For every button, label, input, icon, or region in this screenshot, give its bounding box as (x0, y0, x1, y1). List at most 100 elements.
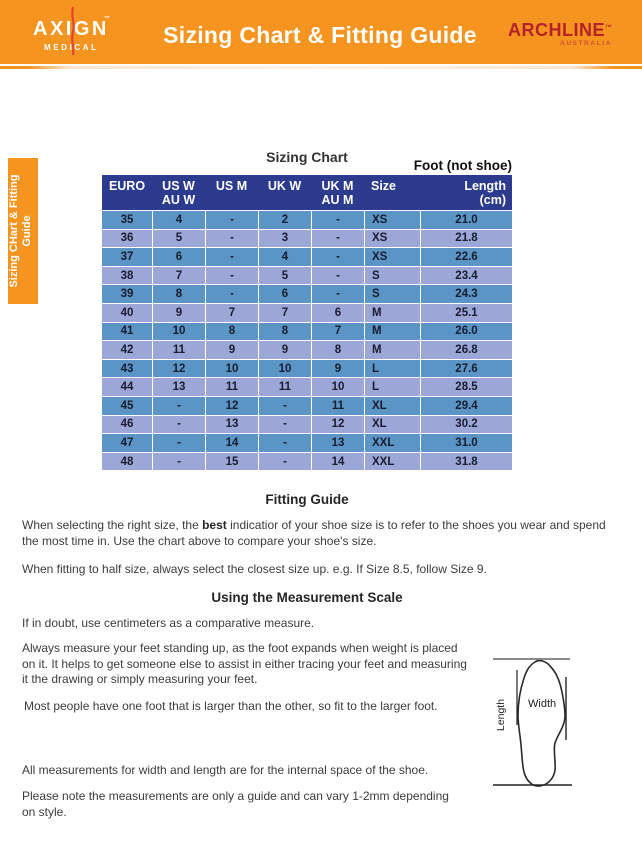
table-cell: M (364, 303, 420, 322)
table-cell: 12 (152, 359, 205, 378)
measurement-paragraph-2: Always measure your feet standing up, as… (22, 641, 467, 686)
table-cell: 36 (102, 229, 152, 248)
axign-insole-line-icon (71, 6, 75, 56)
table-cell: 11 (152, 341, 205, 359)
table-cell: M (364, 341, 420, 359)
axign-logo-text: AXIGN (33, 18, 109, 40)
table-cell: 13 (311, 434, 364, 452)
table-cell: 21.0 (420, 211, 512, 229)
archline-tm: ™ (605, 24, 612, 32)
table-row: 42 11 9 9 8 M 26.8 (102, 340, 512, 359)
measurement-scale-heading: Using the Measurement Scale (211, 590, 403, 605)
table-cell: - (205, 248, 258, 266)
table-cell: 23.4 (420, 266, 512, 285)
measurement-paragraph-4: All measurements for width and length ar… (22, 763, 429, 777)
header-banner: AXIGN ™ MEDICAL Sizing Chart & Fitting G… (0, 0, 642, 64)
p1-post: indicatior of your shoe size is to refer… (22, 518, 606, 548)
table-cell: 27.6 (420, 359, 512, 378)
width-label: Width (528, 698, 556, 710)
table-cell: S (364, 285, 420, 303)
table-cell: - (311, 285, 364, 303)
table-row: 48-15-14 XXL 31.8 (102, 451, 512, 471)
table-cell: 14 (311, 452, 364, 471)
p1-bold-word: best (202, 518, 227, 532)
table-cell: 39 (102, 285, 152, 303)
table-row: 40 9 7 7 6 M 25.1 (102, 302, 512, 322)
table-cell: 31.8 (420, 452, 512, 471)
table-cell: 28.5 (420, 378, 512, 396)
sizing-table-header: EURO US W AU W US M UK W UK M AU M Size Length… (102, 175, 512, 210)
sizing-table: EURO US W AU W US M UK W UK M AU M Size Length… (102, 175, 512, 471)
table-cell: 8 (258, 322, 311, 341)
table-cell: 11 (311, 396, 364, 415)
table-cell: XS (364, 248, 420, 266)
table-cell: - (152, 434, 205, 452)
table-cell: 21.8 (420, 229, 512, 248)
table-cell: 8 (152, 285, 205, 303)
table-cell: 22.6 (420, 248, 512, 266)
sizing-chart-heading: Sizing Chart (266, 149, 348, 165)
table-cell: L (364, 359, 420, 378)
table-cell: - (311, 248, 364, 266)
foot-measurement-diagram: Width Length (493, 658, 572, 787)
table-cell: - (258, 396, 311, 415)
measurement-paragraph-5: Please note the measurements are only a … (22, 789, 449, 819)
table-cell: 47 (102, 434, 152, 452)
table-cell: 10 (205, 359, 258, 378)
table-cell: 10 (152, 322, 205, 341)
table-cell: 4 (258, 248, 311, 266)
table-cell: 35 (102, 211, 152, 229)
table-cell: 9 (258, 341, 311, 359)
column-header: US M (215, 179, 248, 193)
archline-australia-text: AUSTRALIA (560, 40, 612, 47)
axign-medical-text: MEDICAL (44, 43, 99, 52)
axign-medical-logo: AXIGN ™ MEDICAL (33, 6, 110, 56)
table-cell: 7 (258, 303, 311, 322)
column-header: US W AU W (161, 179, 196, 207)
table-cell: - (152, 415, 205, 434)
axign-tm: ™ (104, 15, 110, 22)
table-row: 36 5-3- XS 21.8 (102, 228, 512, 248)
table-cell: - (205, 229, 258, 248)
table-cell: XL (364, 396, 420, 415)
table-cell: M (364, 322, 420, 341)
table-cell: - (258, 415, 311, 434)
table-cell: 12 (311, 415, 364, 434)
table-cell: 31.0 (420, 434, 512, 452)
table-cell: 43 (102, 359, 152, 378)
column-header: Length (cm) (464, 179, 506, 207)
table-cell: 26.8 (420, 341, 512, 359)
table-cell: - (311, 266, 364, 285)
table-cell: 26.0 (420, 322, 512, 341)
column-header: Size (371, 179, 397, 193)
table-cell: 37 (102, 248, 152, 266)
table-cell: 5 (258, 266, 311, 285)
table-cell: 8 (311, 341, 364, 359)
table-cell: - (258, 452, 311, 471)
fitting-guide-heading: Fitting Guide (265, 492, 349, 507)
foot-outline-icon (517, 659, 566, 787)
archline-logo-text: ARCHLINE (508, 20, 605, 40)
table-cell: 13 (152, 378, 205, 396)
length-label: Length (495, 699, 507, 731)
table-cell: 10 (258, 359, 311, 378)
column-header: EURO (108, 179, 146, 193)
table-cell: - (311, 229, 364, 248)
table-cell: S (364, 266, 420, 285)
header-divider (0, 66, 642, 69)
measurement-paragraph-1: If in doubt, use centimeters as a compar… (22, 616, 315, 630)
table-cell: XXL (364, 452, 420, 471)
table-row: 35 4-2- XS 21.0 (102, 210, 512, 229)
table-cell: 11 (258, 378, 311, 396)
fitting-guide-paragraph-1: When selecting the right size, the best … (22, 518, 622, 549)
table-cell: 3 (258, 229, 311, 248)
table-cell: 25.1 (420, 303, 512, 322)
table-cell: 40 (102, 303, 152, 322)
sizing-table-body: 35 4-2- XS 21.0 36 5-3- XS 21.8 37 6-4- XS 22.6 38 7-… (102, 210, 512, 471)
column-header: UK W (267, 179, 302, 193)
measurement-paragraph-3: Most people have one foot that is larger… (24, 699, 438, 713)
table-cell: 4 (152, 211, 205, 229)
table-cell: 11 (205, 378, 258, 396)
table-cell: - (152, 396, 205, 415)
